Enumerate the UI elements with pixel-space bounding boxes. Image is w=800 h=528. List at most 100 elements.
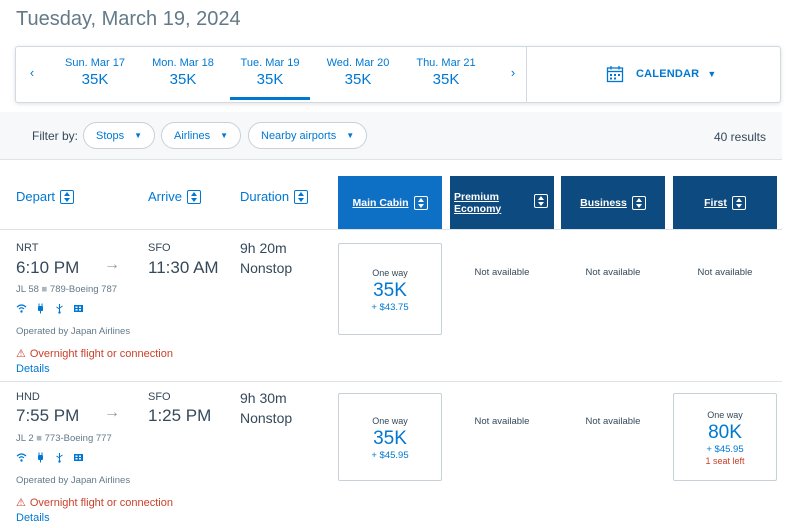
duration-header: Duration — [240, 189, 290, 204]
sort-icon — [534, 194, 548, 208]
sort-icon — [60, 189, 75, 204]
fare-tax: + $43.75 — [371, 302, 409, 313]
fare-tax: + $45.95 — [371, 450, 409, 461]
divider — [526, 47, 527, 102]
sort-icon — [631, 195, 646, 210]
date-tab-label: Sun. Mar 17 — [65, 57, 125, 69]
flight-stops: Nonstop — [240, 260, 293, 276]
date-tab-price: 35K — [256, 71, 284, 88]
calendar-label: CALENDAR — [636, 68, 700, 80]
wifi-icon — [16, 303, 27, 314]
aircraft-type: 773-Boeing 777 — [44, 433, 112, 444]
cabin-business[interactable]: Business — [561, 176, 665, 229]
date-strip: ‹ Sun. Mar 17 35K Mon. Mar 18 35K Tue. M… — [15, 46, 781, 103]
caret-down-icon: ▼ — [707, 69, 717, 79]
entertainment-icon — [73, 303, 84, 314]
fare-price: 35K — [373, 280, 407, 301]
destination-airport: SFO — [148, 391, 171, 403]
chevron-right-icon[interactable]: › — [510, 65, 516, 80]
depart-header: Depart — [16, 189, 56, 204]
details-link[interactable]: Details — [16, 363, 50, 375]
cabin-first[interactable]: First — [673, 176, 777, 229]
sort-icon — [294, 189, 309, 204]
fare-tax: + $45.95 — [706, 444, 744, 455]
depart-time: 6:10 PM — [16, 258, 80, 277]
filter-label: Filter by: — [32, 129, 79, 143]
caret-down-icon: ▼ — [134, 131, 143, 140]
fare-main-cabin[interactable]: One way 35K + $43.75 — [338, 243, 442, 335]
arrow-right-icon: → — [104, 404, 120, 421]
details-link[interactable]: Details — [16, 512, 50, 524]
depart-time: 7:55 PM — [16, 406, 80, 425]
arrow-right-icon: → — [104, 256, 120, 273]
filter-airlines-label: Airlines — [174, 129, 211, 142]
filter-stops[interactable]: Stops ▼ — [83, 122, 156, 149]
date-tab-price: 35K — [432, 71, 460, 88]
separator-dot: ■ — [41, 284, 48, 295]
flight-stops: Nonstop — [240, 410, 293, 426]
fare-label: One way — [372, 268, 408, 278]
sort-duration[interactable]: Duration — [240, 189, 309, 204]
page-title: Tuesday, March 19, 2024 — [16, 8, 241, 30]
date-tab-label: Tue. Mar 19 — [240, 57, 300, 69]
date-tab-price: 35K — [169, 71, 197, 88]
fare-business: Not available — [585, 267, 641, 278]
flight-number: JL 58 — [16, 284, 39, 295]
date-tab-wed-mar-20[interactable]: Wed. Mar 20 35K — [317, 57, 399, 88]
date-tab-tue-mar-19[interactable]: Tue. Mar 19 35K — [230, 57, 310, 100]
sort-icon — [413, 195, 428, 210]
date-tab-sun-mar-17[interactable]: Sun. Mar 17 35K — [54, 57, 136, 88]
date-tab-label: Wed. Mar 20 — [326, 57, 390, 69]
warning-notice: ⚠ Overnight flight or connection — [16, 347, 173, 361]
row-divider — [0, 381, 782, 382]
flight-duration: 9h 30m — [240, 390, 287, 406]
date-tab-mon-mar-18[interactable]: Mon. Mar 18 35K — [142, 57, 224, 88]
warning-text: Overnight flight or connection — [29, 347, 173, 360]
flight-number: JL 2 — [16, 433, 34, 444]
origin-airport: HND — [16, 391, 40, 403]
origin-airport: NRT — [16, 242, 39, 254]
sort-arrive[interactable]: Arrive — [148, 189, 201, 204]
fare-premium-economy: Not available — [474, 267, 530, 278]
date-tab-price: 35K — [81, 71, 109, 88]
fare-price: 35K — [373, 428, 407, 449]
filter-bar: Filter by: Stops ▼ Airlines ▼ Nearby air… — [0, 112, 782, 160]
sort-icon — [731, 195, 746, 210]
cabin-label: Business — [580, 196, 627, 209]
arrive-time: 1:25 PM — [148, 406, 212, 425]
amenities — [16, 452, 84, 463]
date-tab-label: Mon. Mar 18 — [152, 57, 214, 69]
fare-label: One way — [707, 410, 743, 420]
sort-icon — [186, 189, 201, 204]
cabin-label: Premium Economy — [454, 190, 502, 215]
arrive-header: Arrive — [148, 189, 182, 204]
filter-nearby-airports-label: Nearby airports — [261, 129, 337, 142]
filter-nearby-airports[interactable]: Nearby airports ▼ — [248, 122, 368, 149]
wifi-icon — [16, 452, 27, 463]
warning-icon: ⚠ — [16, 497, 26, 509]
filter-stops-label: Stops — [96, 129, 125, 142]
fare-first[interactable]: One way 80K + $45.95 1 seat left — [673, 393, 777, 481]
power-icon — [35, 303, 46, 314]
aircraft-type: 789-Boeing 787 — [49, 284, 118, 295]
warning-notice: ⚠ Overnight flight or connection — [16, 496, 173, 510]
operated-by: Operated by Japan Airlines — [16, 475, 131, 486]
cabin-label: First — [704, 196, 727, 209]
sort-depart[interactable]: Depart — [16, 189, 75, 204]
cabin-main-cabin[interactable]: Main Cabin — [338, 176, 442, 229]
fare-main-cabin[interactable]: One way 35K + $45.95 — [338, 393, 442, 481]
fare-first: Not available — [697, 267, 753, 278]
date-tab-label: Thu. Mar 21 — [416, 57, 476, 69]
fare-price: 80K — [708, 422, 742, 443]
cabin-premium-economy[interactable]: Premium Economy — [450, 176, 554, 229]
results-count: 40 results — [713, 130, 766, 144]
fare-label: One way — [372, 416, 408, 426]
operated-by: Operated by Japan Airlines — [16, 326, 131, 337]
caret-down-icon: ▼ — [220, 131, 228, 140]
calendar-button[interactable]: CALENDAR ▼ — [606, 65, 716, 83]
arrive-time: 11:30 AM — [148, 258, 219, 277]
date-tab-thu-mar-21[interactable]: Thu. Mar 21 35K — [405, 57, 487, 88]
fare-premium-economy: Not available — [474, 416, 530, 427]
chevron-left-icon[interactable]: ‹ — [29, 65, 35, 80]
filter-airlines[interactable]: Airlines ▼ — [161, 122, 241, 149]
